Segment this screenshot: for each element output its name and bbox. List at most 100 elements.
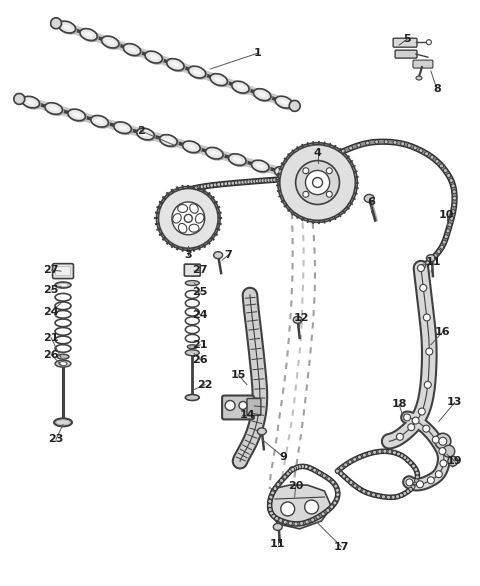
Circle shape: [312, 159, 316, 163]
Circle shape: [451, 184, 455, 188]
Circle shape: [276, 482, 280, 486]
Circle shape: [423, 425, 430, 432]
Circle shape: [293, 166, 297, 171]
Ellipse shape: [258, 92, 266, 97]
Ellipse shape: [102, 36, 119, 48]
Circle shape: [287, 176, 291, 180]
Circle shape: [197, 185, 201, 189]
Ellipse shape: [189, 224, 199, 232]
Circle shape: [301, 173, 305, 177]
Circle shape: [418, 265, 424, 271]
Circle shape: [224, 182, 228, 186]
FancyBboxPatch shape: [53, 264, 73, 278]
Ellipse shape: [164, 138, 173, 143]
Circle shape: [186, 189, 190, 192]
Circle shape: [339, 472, 343, 476]
Ellipse shape: [254, 90, 272, 101]
Circle shape: [440, 164, 444, 168]
Circle shape: [358, 487, 361, 491]
Text: 15: 15: [230, 370, 246, 380]
Ellipse shape: [80, 29, 97, 40]
Text: 10: 10: [439, 210, 455, 220]
Circle shape: [317, 471, 322, 475]
Circle shape: [188, 188, 192, 192]
Circle shape: [206, 184, 210, 188]
Circle shape: [415, 475, 420, 479]
FancyBboxPatch shape: [56, 267, 71, 275]
Circle shape: [396, 452, 400, 456]
Ellipse shape: [236, 84, 245, 90]
Text: 12: 12: [294, 313, 310, 323]
Ellipse shape: [26, 100, 35, 104]
Ellipse shape: [45, 103, 62, 114]
Circle shape: [449, 179, 453, 182]
Circle shape: [234, 181, 239, 185]
Ellipse shape: [275, 166, 292, 178]
Text: 18: 18: [391, 400, 407, 410]
Text: 21: 21: [192, 340, 208, 350]
Ellipse shape: [279, 170, 288, 175]
Circle shape: [296, 161, 339, 205]
Ellipse shape: [103, 37, 120, 49]
Circle shape: [452, 190, 456, 194]
Circle shape: [423, 314, 430, 321]
Circle shape: [283, 475, 287, 479]
Ellipse shape: [232, 81, 249, 93]
Circle shape: [358, 455, 361, 459]
Text: 24: 24: [192, 310, 208, 320]
Circle shape: [331, 481, 335, 484]
Circle shape: [339, 466, 343, 470]
Circle shape: [290, 467, 294, 471]
Circle shape: [439, 448, 446, 455]
Circle shape: [255, 179, 259, 183]
Circle shape: [353, 458, 357, 461]
Ellipse shape: [81, 30, 98, 42]
Circle shape: [357, 143, 361, 147]
Text: 11: 11: [270, 539, 286, 549]
Circle shape: [450, 216, 454, 220]
Circle shape: [300, 464, 304, 468]
Circle shape: [383, 449, 387, 453]
Circle shape: [241, 180, 245, 184]
Circle shape: [184, 214, 192, 222]
Ellipse shape: [252, 161, 270, 173]
Circle shape: [156, 186, 220, 250]
Circle shape: [411, 485, 415, 489]
Ellipse shape: [59, 22, 76, 34]
Circle shape: [267, 178, 271, 182]
Ellipse shape: [58, 21, 75, 33]
Circle shape: [305, 171, 309, 175]
Text: 26: 26: [43, 350, 59, 360]
Circle shape: [158, 189, 218, 248]
Text: 20: 20: [288, 481, 303, 491]
Circle shape: [333, 501, 337, 505]
Ellipse shape: [50, 18, 61, 29]
Circle shape: [362, 489, 366, 493]
Circle shape: [304, 465, 308, 469]
FancyBboxPatch shape: [222, 396, 254, 420]
Circle shape: [415, 479, 419, 483]
Circle shape: [396, 433, 403, 440]
Circle shape: [407, 144, 411, 148]
Circle shape: [303, 191, 309, 197]
Ellipse shape: [289, 170, 300, 181]
Circle shape: [426, 261, 430, 265]
Ellipse shape: [215, 77, 223, 82]
Circle shape: [298, 164, 302, 168]
Ellipse shape: [178, 205, 188, 213]
Circle shape: [430, 257, 433, 261]
Circle shape: [425, 152, 429, 156]
Ellipse shape: [253, 88, 271, 101]
Circle shape: [417, 481, 423, 488]
Ellipse shape: [146, 52, 163, 64]
Circle shape: [444, 235, 448, 239]
Circle shape: [437, 250, 441, 254]
Circle shape: [281, 502, 295, 516]
Circle shape: [435, 433, 451, 449]
Circle shape: [283, 520, 287, 524]
Circle shape: [250, 179, 254, 183]
Circle shape: [247, 180, 251, 184]
Circle shape: [190, 187, 194, 191]
Circle shape: [382, 495, 385, 499]
Text: 7: 7: [224, 250, 232, 260]
